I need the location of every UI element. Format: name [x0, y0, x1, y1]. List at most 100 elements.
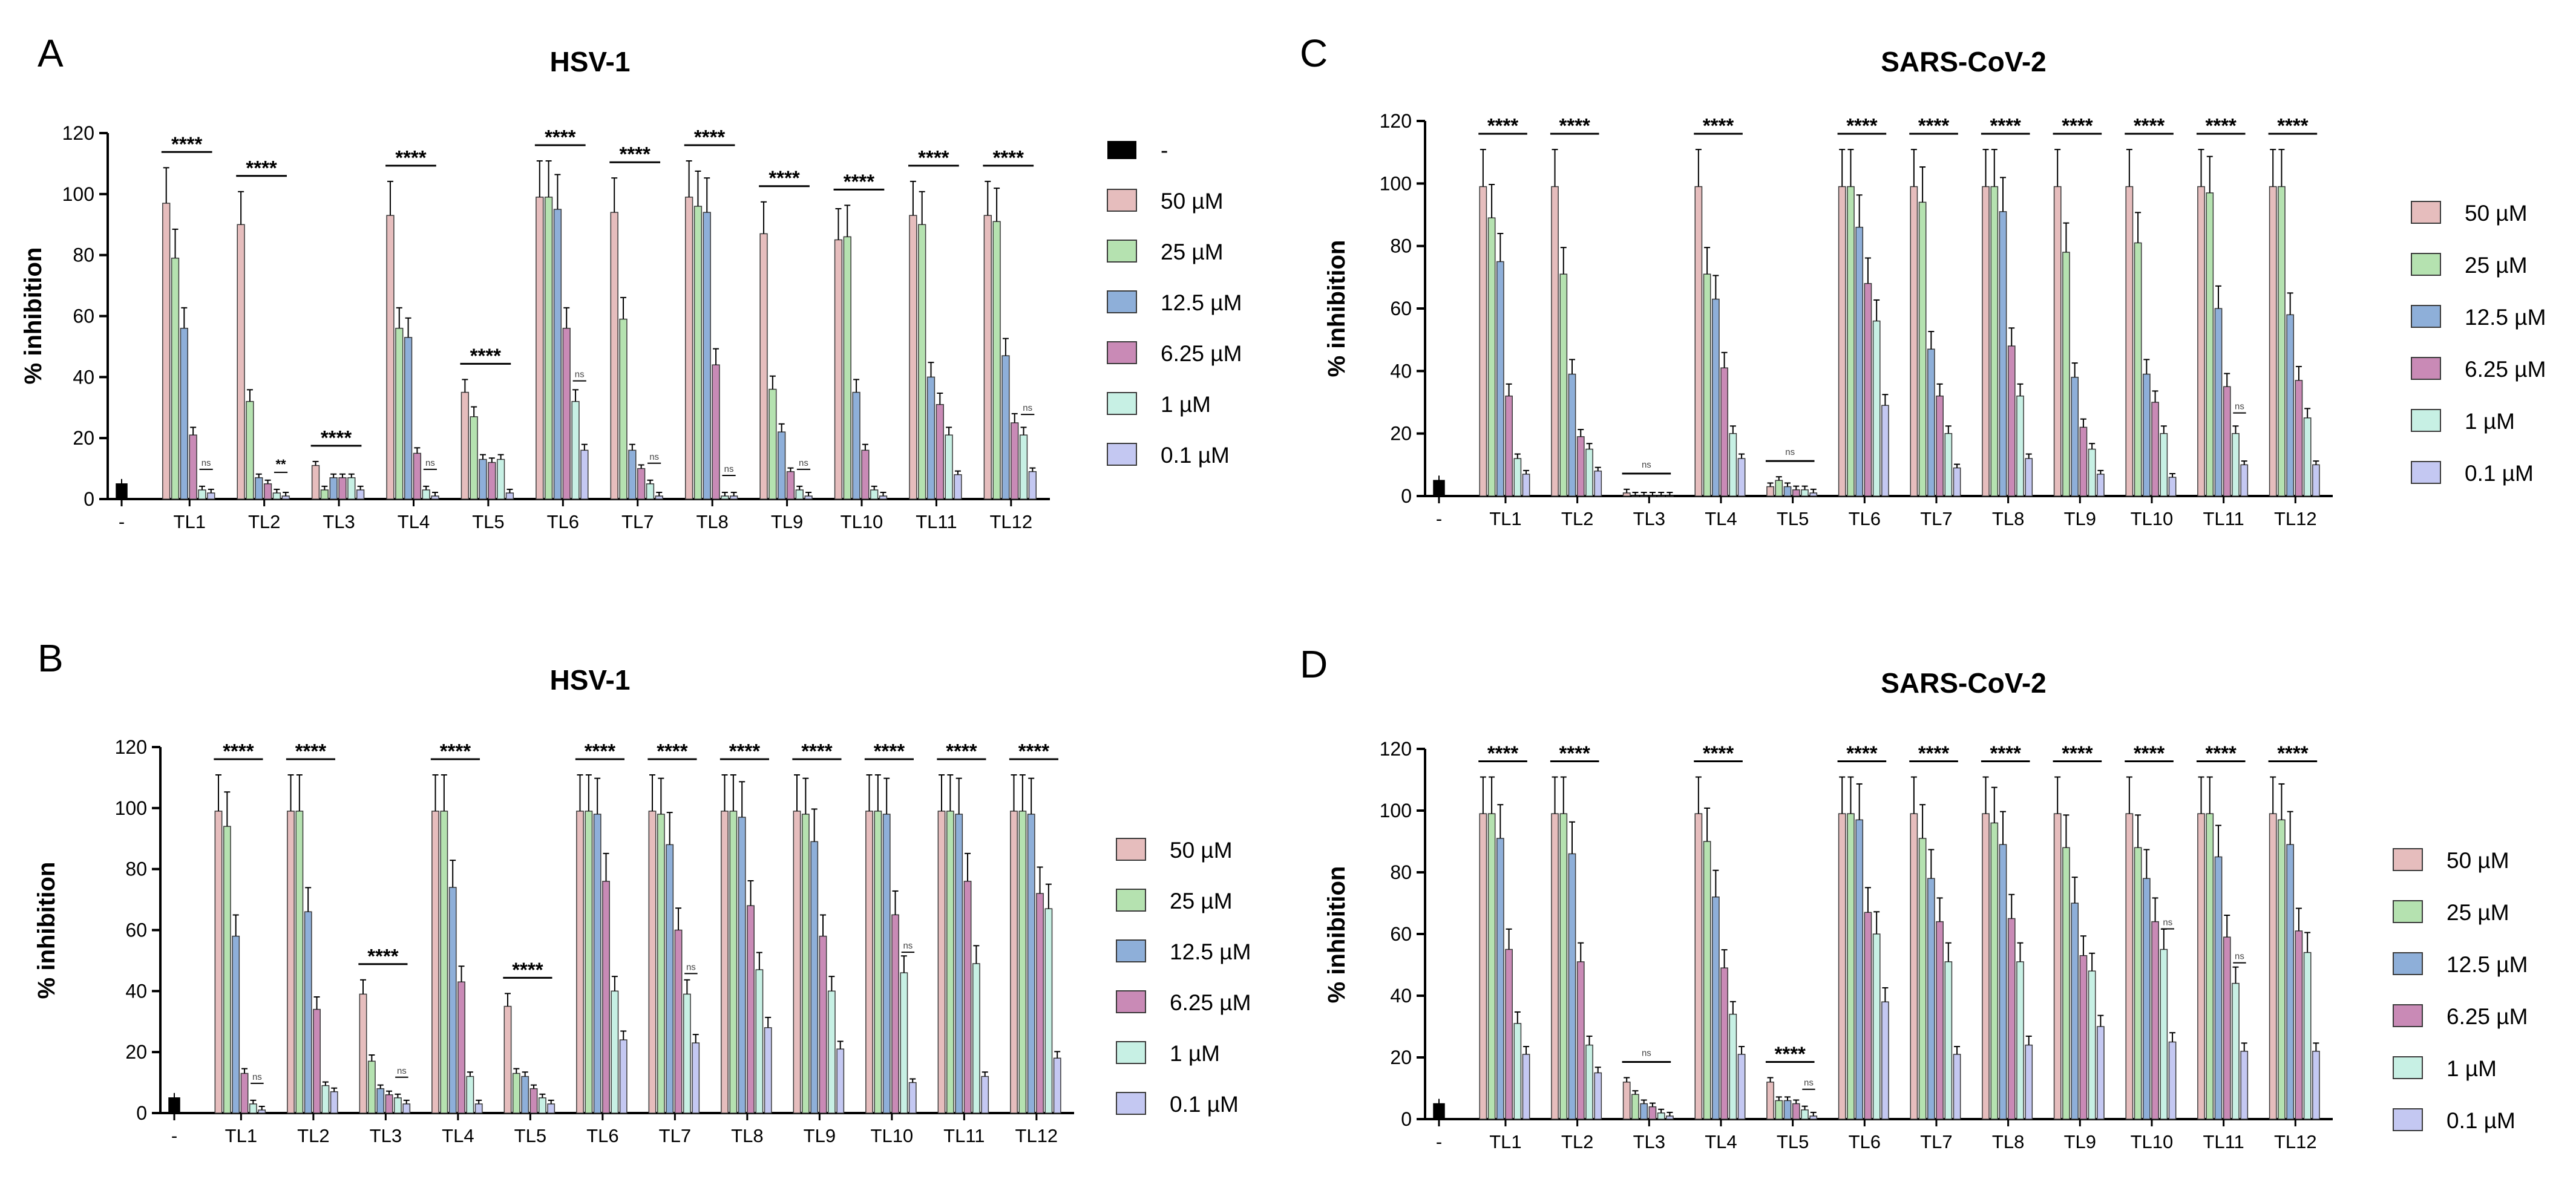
- legend-label: 50 µM: [1161, 189, 1224, 214]
- legend-swatch-0: [1107, 189, 1137, 212]
- bar-tl4-series-4: [466, 1076, 474, 1114]
- legend-swatch-1: [1116, 889, 1146, 912]
- significance-label: ns: [1642, 1048, 1651, 1058]
- panel-letter: D: [1300, 642, 1328, 686]
- bar-tl6-series-5: [1881, 405, 1889, 497]
- y-tick-label: 120: [1380, 738, 1412, 760]
- y-tick-label: 120: [1380, 110, 1412, 132]
- bar-tl5-series-5: [1809, 492, 1818, 497]
- minor-significance-label: ns: [1804, 1078, 1814, 1088]
- x-tick-label: TL10: [871, 1125, 914, 1146]
- significance-label: ****: [1018, 740, 1050, 762]
- x-tick-label: TL4: [1705, 508, 1737, 529]
- bar-tl11-series-3: [936, 403, 944, 500]
- chart-title: SARS-CoV-2: [1881, 667, 2046, 699]
- bar-tl3-series-2: [1640, 495, 1648, 497]
- bar-tl2-series-2: [255, 477, 263, 500]
- significance-label: ****: [769, 167, 800, 189]
- bar-tl1-series-2: [1496, 261, 1504, 497]
- bar-tl10-series-4: [2160, 433, 2168, 497]
- bar-tl9-series-3: [819, 935, 827, 1114]
- panel-b: B HSV-1 % inhibition 0 20 40 60 80 100 120 - TL1 ***…: [33, 636, 1251, 1146]
- y-tick-label: 20: [125, 1041, 147, 1063]
- bar-tl8-series-0: [1982, 813, 1990, 1120]
- bar-tl7-series-4: [1944, 433, 1953, 497]
- bar-tl12-series-0: [2269, 186, 2277, 497]
- bar-tl11-series-2: [2214, 308, 2223, 497]
- bar-tl9-series-1: [2062, 252, 2070, 497]
- bar-tl6-series-4: [1872, 320, 1881, 497]
- bar-tl8-series-5: [2025, 1044, 2033, 1120]
- x-tick-label: TL1: [1489, 1131, 1521, 1152]
- minor-significance-label: ns: [903, 941, 913, 951]
- legend: 50 µM 25 µM 12.5 µM 6.25 µM 1 µM 0.1 µM: [1116, 838, 1251, 1117]
- x-tick-label: TL6: [1849, 1131, 1881, 1152]
- x-tick-label: TL12: [2274, 1131, 2317, 1152]
- bar-tl5-series-0: [460, 391, 470, 500]
- significance-label: ****: [470, 344, 502, 367]
- bar-tl6-series-3: [1864, 283, 1872, 497]
- bar-tl6-series-4: [611, 990, 619, 1114]
- significance-label: ****: [2277, 742, 2309, 765]
- bar-tl10-series-1: [843, 236, 851, 500]
- bar-tl12-series-4: [1019, 434, 1028, 500]
- bar-tl8-series-3: [2007, 345, 2016, 497]
- x-tick-label: TL8: [1992, 1131, 2024, 1152]
- bar-tl8-series-4: [2016, 395, 2024, 497]
- significance-label: ****: [585, 740, 616, 762]
- bar-tl2-series-3: [1576, 436, 1585, 497]
- minor-significance-label: ns: [799, 458, 808, 468]
- bar-tl6-series-4: [571, 400, 580, 500]
- bar-tl3-series-1: [320, 489, 329, 500]
- bar-tl10-series-0: [2125, 186, 2134, 497]
- bar-tl5-series-0: [503, 1005, 512, 1114]
- bar-tl9-series-2: [810, 841, 819, 1114]
- bar-tl11-series-3: [2223, 936, 2231, 1120]
- bar-tl6-series-0: [576, 811, 584, 1114]
- bar-tl6-series-1: [585, 811, 593, 1114]
- bar-tl3-series-1: [367, 1060, 376, 1114]
- bar-tl10-series-3: [861, 449, 870, 500]
- y-tick-label: 40: [73, 366, 94, 388]
- bar-tl7-series-5: [692, 1042, 700, 1114]
- x-tick-label: TL7: [621, 511, 654, 532]
- bar-tl7-series-2: [1927, 878, 1935, 1120]
- significance-label: ****: [1846, 742, 1878, 765]
- bar-tl2-series-1: [1559, 273, 1568, 497]
- bar-tl11-series-4: [2232, 433, 2240, 497]
- bar-tl4-series-3: [1720, 967, 1728, 1120]
- y-tick-label: 20: [73, 427, 94, 449]
- bar-tl1-series-5: [1522, 474, 1530, 497]
- bar-tl5-series-2: [1783, 1100, 1792, 1120]
- y-tick-label: 40: [1390, 985, 1412, 1007]
- significance-label: ****: [223, 740, 254, 762]
- bar-tl7-series-5: [655, 495, 663, 500]
- bar-tl2-series-4: [1585, 448, 1593, 497]
- bar-tl6-series-5: [580, 449, 589, 500]
- bar-tl12-series-1: [992, 221, 1001, 500]
- bar-tl6-series-3: [562, 327, 571, 500]
- significance-label: ns: [1785, 447, 1795, 457]
- significance-label: ****: [1918, 114, 1950, 137]
- bar-tl6-series-1: [1847, 186, 1855, 497]
- y-tick-label: 80: [1390, 861, 1412, 883]
- bar-tl12-series-2: [2286, 844, 2295, 1120]
- bar-tl6-series-0: [1838, 813, 1846, 1120]
- bar-tl2-series-4: [1585, 1044, 1593, 1120]
- bar-tl12-series-3: [1036, 893, 1044, 1114]
- bar-tl10-series-5: [2168, 1041, 2177, 1120]
- minor-significance-label: ns: [686, 962, 696, 972]
- significance-label: ****: [1775, 1042, 1806, 1065]
- bar-tl8-series-5: [2025, 458, 2033, 497]
- y-axis-label: % inhibition: [1323, 240, 1350, 377]
- x-tick-label: TL7: [1920, 508, 1952, 529]
- bar-tl8-series-2: [1999, 211, 2007, 497]
- bar-tl12-series-4: [2303, 952, 2312, 1120]
- bar-tl6-series-2: [1855, 226, 1864, 497]
- x-tick-label: TL2: [248, 511, 280, 532]
- bar-tl4-series-5: [1737, 1054, 1746, 1120]
- legend-swatch-2: [2393, 952, 2423, 975]
- bar-tl12-series-2: [1001, 355, 1010, 500]
- significance-label: ****: [1559, 114, 1591, 137]
- bar-tl3-series-0: [1622, 1082, 1631, 1120]
